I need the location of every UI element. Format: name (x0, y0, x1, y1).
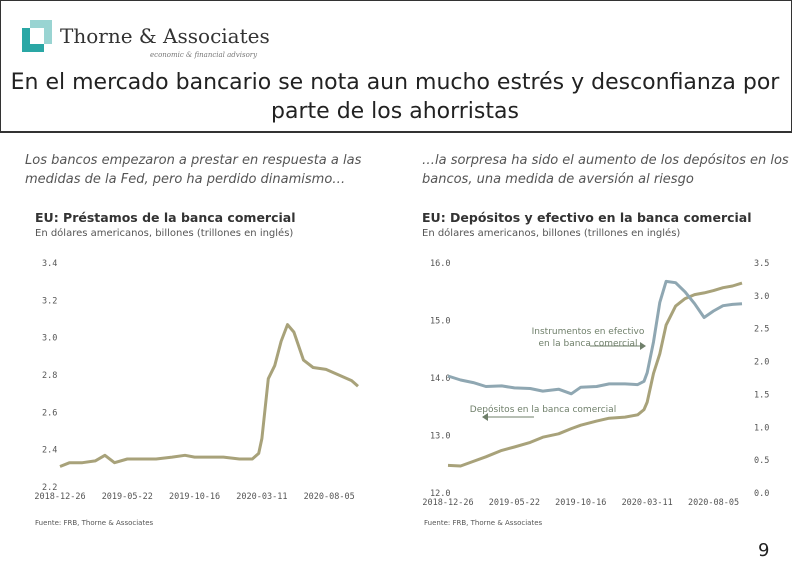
y-tick-label: 14.0 (430, 374, 450, 384)
arrow-right-icon (640, 342, 646, 350)
annotation-cash-line2: en la banca comercial (539, 339, 638, 349)
y2-tick-label: 3.5 (754, 259, 769, 269)
y2-tick-label: 2.0 (754, 358, 769, 368)
x-tick-label: 2020-08-05 (688, 498, 739, 508)
annotation-cash-line1: Instrumentos en efectivo (532, 327, 645, 337)
y-tick-label: 2.2 (42, 483, 57, 493)
x-tick-label: 2018-12-26 (422, 498, 473, 508)
page-number: 9 (758, 540, 770, 561)
logo-name: Thorne & Associates (60, 24, 270, 48)
y-tick-label: 3.0 (42, 334, 57, 344)
series-line (59, 323, 359, 468)
left-subtitle: Los bancos empezaron a prestar en respue… (25, 153, 362, 187)
y2-tick-label: 3.0 (754, 292, 769, 302)
y2-tick-label: 0.5 (754, 456, 769, 466)
left-chart-units: En dólares americanos, billones (trillon… (35, 228, 294, 239)
y2-tick-label: 0.0 (754, 489, 769, 499)
y-tick-label: 3.2 (42, 296, 57, 306)
y-tick-label: 16.0 (430, 259, 450, 269)
deposits-chart: 16.0 15.0 14.0 13.0 12.0 3.5 3.0 2.5 2.0 1.5 1.0 0.… (422, 259, 769, 508)
x-tick-label: 2019-10-16 (169, 492, 220, 502)
x-tick-label: 2020-03-11 (622, 498, 673, 508)
x-tick-label: 2020-08-05 (304, 492, 355, 502)
logo-tagline: economic & financial advisory (150, 51, 258, 59)
y2-tick-label: 2.5 (754, 325, 769, 335)
x-tick-label: 2020-03-11 (236, 492, 287, 502)
right-source: Fuente: FRB, Thorne & Associates (424, 519, 543, 527)
y-tick-label: 2.8 (42, 371, 57, 381)
left-source: Fuente: FRB, Thorne & Associates (35, 519, 154, 527)
y2-tick-label: 1.0 (754, 423, 769, 433)
right-chart-units: En dólares americanos, billones (trillon… (422, 228, 681, 239)
y-tick-label: 13.0 (430, 432, 450, 442)
y2-tick-label: 1.5 (754, 390, 769, 400)
x-tick-label: 2019-10-16 (555, 498, 606, 508)
left-chart-title: EU: Préstamos de la banca comercial (35, 210, 296, 225)
page-title: En el mercado bancario se nota aun mucho… (10, 70, 780, 124)
y-tick-label: 3.4 (42, 259, 57, 269)
arrow-left-icon (482, 413, 488, 421)
right-chart-title: EU: Depósitos y efectivo en la banca com… (422, 210, 752, 225)
right-subtitle: …la sorpresa ha sido el aumento de los d… (422, 153, 789, 187)
series-line (447, 279, 743, 396)
x-tick-label: 2019-05-22 (489, 498, 540, 508)
annotation-deposits: Depósitos en la banca comercial (470, 404, 616, 415)
series-line (447, 281, 743, 468)
y-tick-label: 15.0 (430, 317, 450, 327)
y-tick-label: 12.0 (430, 489, 450, 499)
logo-mark-icon (22, 20, 52, 52)
y-tick-label: 2.6 (42, 408, 57, 418)
x-tick-label: 2018-12-26 (34, 492, 85, 502)
header-frame (0, 0, 792, 133)
y-tick-label: 2.4 (42, 446, 57, 456)
x-tick-label: 2019-05-22 (102, 492, 153, 502)
